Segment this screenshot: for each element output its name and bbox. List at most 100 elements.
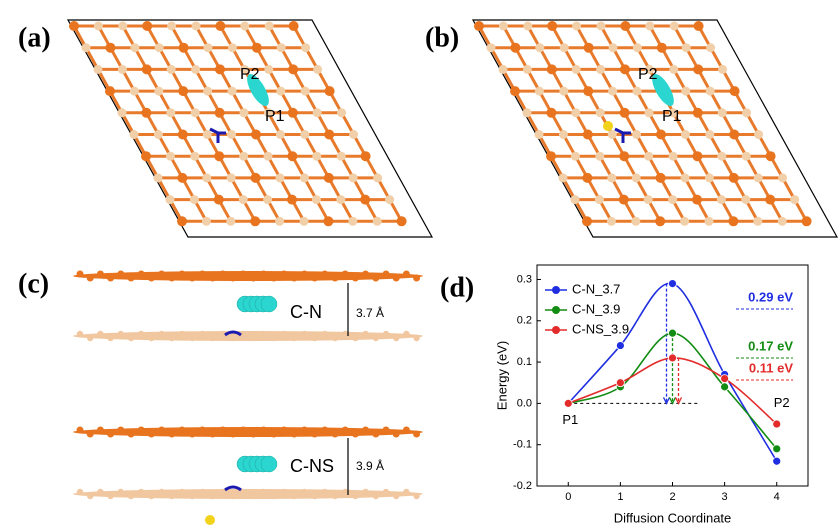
atom [178,86,189,97]
atom [203,86,213,96]
atom [239,108,249,118]
layer-label: C-NS [290,456,334,476]
atom [198,270,206,278]
atom [264,64,274,74]
layer-label: C-N [290,302,322,322]
barrier-label: 0.11 eV [749,360,793,375]
atom [229,492,237,500]
atom [392,274,400,282]
atom [191,21,201,31]
atom [227,130,237,139]
site-label: P1 [265,108,285,125]
atom [321,270,329,278]
layer [73,489,423,499]
atom [270,274,278,282]
sulfur [205,515,215,525]
atom [656,129,666,140]
atom [582,216,592,227]
atom [596,21,606,31]
atom [608,86,618,96]
atom [331,334,339,342]
atom [199,330,206,338]
data-point [772,419,782,429]
atom [191,64,201,74]
atom [154,43,164,53]
atom [337,108,347,118]
y-tick-label: 0.0 [517,397,532,409]
atom [644,151,654,161]
atom [148,492,155,500]
atom [582,129,593,140]
atom [413,274,421,282]
atom [227,86,237,96]
atom [510,86,520,97]
atom [594,195,604,205]
atom [142,21,153,31]
atom [632,86,642,96]
atom [219,488,226,496]
atom [571,64,581,74]
atom [312,151,322,161]
atom [728,172,739,183]
atom [300,130,310,139]
atom [681,43,691,53]
atom [644,64,654,74]
atom [288,21,299,31]
li-path [652,74,674,106]
atom [403,488,410,496]
atom [287,107,298,118]
atom [728,216,739,227]
atom [680,216,690,226]
atom [250,172,261,183]
atom [323,216,334,227]
atom [276,86,286,96]
atom [198,426,206,434]
atom [692,194,702,205]
atom [81,43,91,53]
atom [336,151,346,161]
atom [177,172,188,183]
cell [471,19,839,238]
layer [73,331,423,341]
layer [73,427,423,437]
atom [607,130,617,139]
atom [276,43,286,53]
atom [178,270,186,278]
atom [213,194,224,205]
atom [341,426,349,434]
atom [158,270,166,278]
li-path [247,74,269,106]
atom [372,430,380,438]
atom [324,129,335,140]
dopant [614,127,631,143]
atom [290,430,298,438]
atom [474,21,484,31]
atom [393,492,400,500]
atom [107,274,115,282]
legend-label: C-N_3.9 [572,301,620,316]
atom [619,107,630,118]
atom [300,426,308,434]
atom [754,130,764,139]
atom [352,334,359,342]
atom [275,216,285,226]
data-point [615,341,625,350]
atom [226,216,236,226]
atom [559,86,569,96]
atom [681,86,691,96]
atom [240,21,250,31]
y-tick-label: -0.2 [513,480,532,492]
atom [311,430,319,438]
data-point [615,378,625,388]
atom [280,426,288,434]
panel-label: (d) [440,272,474,303]
data-point [772,444,782,454]
atom [382,270,390,278]
atom [348,173,358,183]
atom [692,107,703,118]
atom [559,43,569,53]
atom [765,151,776,162]
atom [239,426,247,434]
atom [137,426,145,434]
atom [275,173,285,183]
